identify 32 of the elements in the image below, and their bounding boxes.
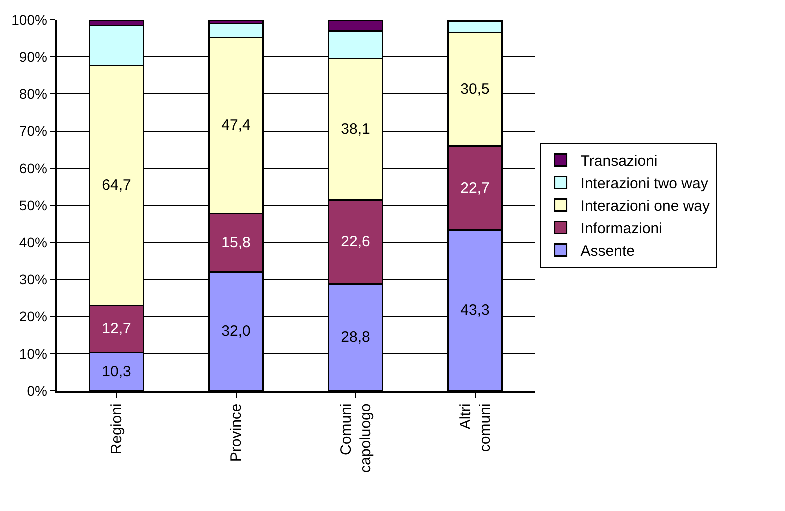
data-label: 15,8 bbox=[222, 234, 251, 252]
data-label: 64,7 bbox=[102, 177, 132, 194]
legend-label: Assente bbox=[580, 243, 635, 260]
legend-label: Interazioni two way bbox=[580, 176, 709, 193]
data-label: 10,3 bbox=[102, 363, 132, 380]
legend-label: Transazioni bbox=[580, 153, 658, 170]
x-tick-label: Province bbox=[228, 404, 246, 462]
data-label: 22,6 bbox=[341, 234, 370, 251]
data-label: 38,1 bbox=[341, 121, 370, 138]
data-label: 28,8 bbox=[341, 329, 370, 346]
y-tick-label: 60% bbox=[19, 160, 48, 176]
data-label: 32,0 bbox=[222, 323, 251, 340]
y-tick-label: 70% bbox=[19, 123, 48, 140]
data-label: 30,5 bbox=[460, 81, 490, 98]
y-tick-label: 40% bbox=[19, 234, 48, 250]
data-label: 22,7 bbox=[460, 180, 490, 197]
y-tick-label: 0% bbox=[27, 382, 48, 399]
y-tick-label: 90% bbox=[19, 49, 48, 65]
y-tick-label: 100% bbox=[12, 12, 48, 28]
x-tick-label: Regioni bbox=[108, 404, 126, 455]
y-tick-label: 30% bbox=[19, 272, 48, 288]
data-label: 47,4 bbox=[222, 117, 251, 134]
legend-label: Interazioni one way bbox=[580, 198, 711, 216]
x-tick-label: Comuni capoluogo bbox=[338, 404, 374, 473]
y-tick-label: 10% bbox=[19, 346, 48, 362]
y-tick-label: 80% bbox=[19, 86, 48, 102]
legend-label: Informazioni bbox=[580, 220, 662, 238]
data-label: 43,3 bbox=[460, 302, 490, 320]
x-tick-label: Altri comuni bbox=[457, 404, 494, 452]
y-tick-label: 50% bbox=[19, 197, 48, 214]
y-tick-label: 20% bbox=[19, 308, 48, 325]
data-label: 12,7 bbox=[102, 320, 132, 338]
